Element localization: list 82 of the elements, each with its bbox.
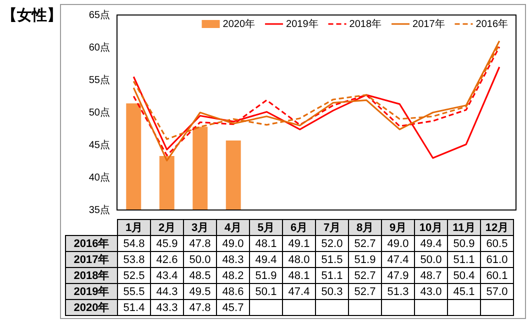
legend-label: 2018年 [349, 18, 382, 30]
data-label: 51.9 [348, 252, 382, 268]
y-tick-label: 40点 [88, 171, 110, 184]
data-label: 47.8 [184, 236, 216, 252]
data-label: 51.5 [316, 252, 348, 268]
data-label: 51.1 [448, 252, 480, 268]
data-label: 53.8 [118, 252, 150, 268]
data-label: 50.1 [250, 284, 282, 300]
x-tick-label: 4月 [216, 220, 250, 236]
legend-label: 2020年 [222, 18, 256, 30]
x-tick-label: 12月 [480, 220, 514, 236]
data-label: 45.1 [448, 284, 480, 300]
x-tick-label: 7月 [316, 220, 348, 236]
data-label: 60.1 [480, 268, 514, 284]
y-tick-label: 50点 [88, 106, 110, 118]
data-label: 50.9 [448, 236, 480, 252]
data-label: 52.7 [348, 236, 382, 252]
data-label: 45.9 [150, 236, 184, 252]
data-label: 45.7 [216, 300, 250, 316]
data-label: 57.0 [480, 284, 514, 300]
data-label: 52.7 [348, 284, 382, 300]
y-tick-label: 45点 [88, 138, 110, 151]
x-tick-label: 2月 [150, 220, 184, 236]
x-tick-label: 3月 [184, 220, 216, 236]
data-label: 50.4 [448, 268, 480, 284]
chart-title: 【女性】 [2, 6, 62, 25]
data-label: 49.4 [250, 252, 282, 268]
text: 2018年 [74, 270, 110, 282]
text: 2017年 [74, 254, 110, 266]
text: 2020年 [74, 302, 110, 314]
data-label: 44.3 [150, 284, 184, 300]
data-label: 54.8 [118, 236, 150, 252]
x-tick-label: 9月 [382, 220, 414, 236]
y-tick-label: 35点 [88, 204, 110, 216]
y-tick-label: 65点 [88, 8, 110, 21]
data-label: 52.7 [348, 268, 382, 284]
data-label: 50.0 [184, 252, 216, 268]
data-label: 49.0 [216, 236, 250, 252]
data-label: 51.1 [316, 268, 348, 284]
data-label: 43.3 [150, 300, 184, 316]
x-tick-label: 8月 [348, 220, 382, 236]
data-label: 47.4 [382, 252, 414, 268]
data-label: 49.4 [414, 236, 448, 252]
y-tick-label: 55点 [88, 74, 110, 86]
data-label: 49.5 [184, 284, 216, 300]
data-label: 55.5 [118, 284, 150, 300]
data-label: 43.0 [414, 284, 448, 300]
x-tick-label: 6月 [282, 220, 316, 236]
data-label: 48.2 [216, 268, 250, 284]
legend-label: 2017年 [412, 18, 445, 30]
data-label: 51.4 [118, 300, 150, 316]
data-label: 47.9 [382, 268, 414, 284]
data-label: 48.3 [216, 252, 250, 268]
legend-label: 2019年 [286, 18, 318, 30]
data-label: 48.5 [184, 268, 216, 284]
data-label: 51.3 [382, 284, 414, 300]
data-label: 52.0 [316, 236, 348, 252]
x-tick-label: 5月 [250, 220, 282, 236]
data-label: 42.6 [150, 252, 184, 268]
data-label: 60.5 [480, 236, 514, 252]
data-label: 47.8 [184, 300, 216, 316]
data-label: 43.4 [150, 268, 184, 284]
text: 2019年 [74, 286, 110, 298]
data-label: 61.0 [480, 252, 514, 268]
data-label: 49.1 [282, 236, 316, 252]
data-label: 50.0 [414, 252, 448, 268]
data-label: 48.1 [250, 236, 282, 252]
data-label: 50.3 [316, 284, 348, 300]
data-label: 48.7 [414, 268, 448, 284]
x-tick-label: 1月 [118, 220, 150, 236]
data-label: 48.6 [216, 284, 250, 300]
x-tick-label: 11月 [448, 220, 480, 236]
data-label: 48.0 [282, 252, 316, 268]
y-tick-label: 60点 [88, 41, 110, 54]
data-label: 47.4 [282, 284, 316, 300]
data-label: 52.5 [118, 268, 150, 284]
data-label: 51.9 [250, 268, 282, 284]
data-label: 48.1 [282, 268, 316, 284]
data-label: 49.0 [382, 236, 414, 252]
legend-label: 2016年 [476, 18, 508, 30]
x-tick-label: 10月 [414, 220, 448, 236]
text: 2016年 [74, 238, 110, 250]
